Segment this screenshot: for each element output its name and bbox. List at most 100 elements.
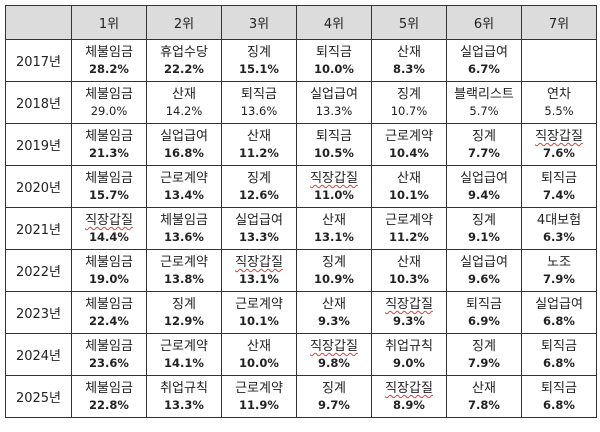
rank-cell: 체불임금 23.6% bbox=[71, 333, 147, 376]
rank-cell: 퇴직금 13.6% bbox=[221, 81, 297, 124]
percentage-value: 13.1% bbox=[239, 272, 279, 286]
category-label: 직장갑질 bbox=[535, 129, 583, 144]
header-rank-1: 1위 bbox=[71, 5, 147, 40]
rank-cell: 징계 12.6% bbox=[221, 165, 297, 208]
percentage-value: 22.2% bbox=[164, 62, 204, 76]
percentage-value: 8.9% bbox=[393, 398, 425, 412]
percentage-value: 22.4% bbox=[89, 314, 129, 328]
category-label: 근로계약 bbox=[385, 129, 433, 144]
category-label: 징계 bbox=[247, 171, 271, 186]
percentage-value: 7.9% bbox=[543, 272, 575, 286]
percentage-value: 6.8% bbox=[543, 314, 575, 328]
rank-cell: 직장갑질 11.0% bbox=[296, 165, 372, 208]
category-label: 취업규칙 bbox=[160, 381, 208, 396]
category-label: 퇴직금 bbox=[541, 171, 577, 186]
category-label: 산재 bbox=[397, 171, 421, 186]
percentage-value: 6.9% bbox=[468, 314, 500, 328]
corner-cell bbox=[5, 5, 72, 40]
year-cell: 2023년 bbox=[5, 291, 72, 334]
rank-cell: 산재 9.3% bbox=[296, 291, 372, 334]
percentage-value: 10.3% bbox=[389, 272, 429, 286]
header-rank-2: 2위 bbox=[146, 5, 222, 40]
category-label: 실업급여 bbox=[535, 297, 583, 312]
category-label: 체불임금 bbox=[85, 381, 133, 396]
category-label: 직장갑질 bbox=[85, 213, 133, 228]
category-label: 실업급여 bbox=[310, 87, 358, 102]
rank-cell: 퇴직금 10.0% bbox=[296, 39, 372, 82]
rank-cell: 직장갑질 8.9% bbox=[371, 375, 447, 418]
year-cell: 2021년 bbox=[5, 207, 72, 250]
rank-cell: 휴업수당 22.2% bbox=[146, 39, 222, 82]
rank-cell: 징계 10.9% bbox=[296, 249, 372, 292]
category-label: 실업급여 bbox=[460, 171, 508, 186]
category-label: 근로계약 bbox=[235, 297, 283, 312]
category-label: 징계 bbox=[322, 255, 346, 270]
category-label: 블랙리스트 bbox=[454, 87, 514, 102]
percentage-value: 10.4% bbox=[389, 146, 429, 160]
category-label: 산재 bbox=[247, 339, 271, 354]
percentage-value: 13.1% bbox=[314, 230, 354, 244]
category-label: 산재 bbox=[397, 255, 421, 270]
header-rank-4: 4위 bbox=[296, 5, 372, 40]
percentage-value: 11.9% bbox=[239, 398, 279, 412]
year-cell: 2017년 bbox=[5, 39, 72, 82]
percentage-value: 9.6% bbox=[468, 272, 500, 286]
category-label: 퇴직금 bbox=[541, 339, 577, 354]
percentage-value: 6.8% bbox=[543, 356, 575, 370]
category-label: 징계 bbox=[247, 45, 271, 60]
percentage-value: 16.8% bbox=[164, 146, 204, 160]
rank-cell: 실업급여 6.8% bbox=[521, 291, 597, 334]
percentage-value: 6.7% bbox=[468, 62, 500, 76]
rank-cell: 산재 10.1% bbox=[371, 165, 447, 208]
category-label: 징계 bbox=[172, 297, 196, 312]
rank-cell: 직장갑질 7.6% bbox=[521, 123, 597, 166]
percentage-value: 15.7% bbox=[89, 188, 129, 202]
rank-cell: 근로계약 13.4% bbox=[146, 165, 222, 208]
rank-cell: 체불임금 21.3% bbox=[71, 123, 147, 166]
rank-cell: 직장갑질 14.4% bbox=[71, 207, 147, 250]
rank-cell: 근로계약 10.1% bbox=[221, 291, 297, 334]
category-label: 직장갑질 bbox=[310, 339, 358, 354]
rank-cell: 직장갑질 9.3% bbox=[371, 291, 447, 334]
percentage-value: 10.9% bbox=[314, 272, 354, 286]
percentage-value: 6.8% bbox=[543, 398, 575, 412]
category-label: 직장갑질 bbox=[385, 297, 433, 312]
percentage-value: 7.4% bbox=[543, 188, 575, 202]
rank-cell: 실업급여 9.4% bbox=[446, 165, 522, 208]
rank-cell: 산재 13.1% bbox=[296, 207, 372, 250]
rank-cell bbox=[521, 39, 597, 82]
percentage-value: 23.6% bbox=[89, 356, 129, 370]
category-label: 징계 bbox=[322, 381, 346, 396]
category-label: 근로계약 bbox=[160, 255, 208, 270]
rank-cell: 취업규칙 9.0% bbox=[371, 333, 447, 376]
header-row: 1위 2위 3위 4위 5위 6위 7위 bbox=[5, 5, 597, 40]
category-label: 체불임금 bbox=[85, 255, 133, 270]
rank-cell: 징계 10.7% bbox=[371, 81, 447, 124]
header-rank-7: 7위 bbox=[521, 5, 597, 40]
rank-cell: 직장갑질 9.8% bbox=[296, 333, 372, 376]
percentage-value: 10.1% bbox=[239, 314, 279, 328]
category-label: 퇴직금 bbox=[316, 129, 352, 144]
percentage-value: 29.0% bbox=[90, 104, 128, 118]
table-header: 1위 2위 3위 4위 5위 6위 7위 bbox=[5, 5, 597, 40]
table-row: 2025년 체불임금 22.8% 취업규칙 13.3% 근로계약 11.9% 징계 9.7% 직장… bbox=[5, 375, 597, 418]
rank-cell: 체불임금 28.2% bbox=[71, 39, 147, 82]
category-label: 징계 bbox=[472, 129, 496, 144]
rank-cell: 체불임금 15.7% bbox=[71, 165, 147, 208]
header-rank-3: 3위 bbox=[221, 5, 297, 40]
table-row: 2018년 체불임금 29.0% 산재 14.2% 퇴직금 13.6% 실업급여 13.3% 징계… bbox=[5, 81, 597, 124]
year-cell: 2019년 bbox=[5, 123, 72, 166]
percentage-value: 12.6% bbox=[239, 188, 279, 202]
category-label: 퇴직금 bbox=[241, 87, 277, 102]
category-label: 실업급여 bbox=[460, 255, 508, 270]
year-cell: 2020년 bbox=[5, 165, 72, 208]
rank-cell: 실업급여 16.8% bbox=[146, 123, 222, 166]
rank-cell: 징계 7.9% bbox=[446, 333, 522, 376]
category-label: 산재 bbox=[322, 213, 346, 228]
percentage-value: 14.4% bbox=[89, 230, 129, 244]
category-label: 산재 bbox=[322, 297, 346, 312]
percentage-value: 13.8% bbox=[164, 272, 204, 286]
percentage-value: 14.2% bbox=[165, 104, 203, 118]
percentage-value: 9.1% bbox=[468, 230, 500, 244]
category-label: 체불임금 bbox=[85, 171, 133, 186]
